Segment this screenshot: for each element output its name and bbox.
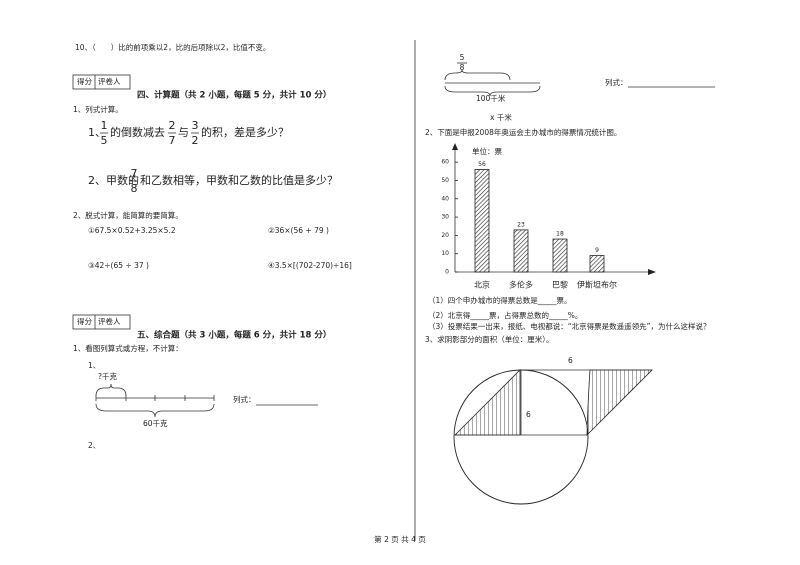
page-footer: 第 2 页 共 4 页	[374, 534, 426, 544]
denominator: 2	[192, 134, 199, 147]
shaded-region	[454, 369, 521, 436]
x-tick-label: 伊斯坦布尔	[577, 280, 617, 290]
denominator: 8	[131, 182, 138, 195]
item-number: 2、	[88, 441, 100, 450]
question-text: （3）投票结果一出来，报纸、电视都说：“北京得票是数遥遥领先”，为什么这样说？	[428, 321, 711, 331]
x-tick-label: 巴黎	[552, 280, 568, 290]
question-text: 的积，差是多少？	[201, 125, 289, 139]
question-text: （1）四个申办城市的得票总数是_____票。	[428, 295, 572, 305]
dimension-label: 6	[526, 410, 531, 419]
diagram-label: x 千米	[490, 112, 512, 122]
expression: ①67.5×0.52+3.25×5.2	[88, 226, 176, 235]
brace	[95, 383, 127, 397]
question-text: 10、（ ）比的前项乘以2，比的后项除以2，比值不变。	[75, 42, 270, 52]
diagram-label: ?千克	[98, 371, 117, 381]
item-number: 1、	[88, 361, 100, 370]
question-label: 1、列式计算。	[73, 104, 123, 114]
numerator: 7	[131, 167, 138, 180]
item-number: 1、	[88, 126, 106, 139]
question-label: 3、求阴影部分的面积（单位：厘米）。	[425, 334, 554, 344]
diagram-label: 100千米	[476, 93, 506, 103]
denominator: 7	[169, 134, 176, 147]
value-label: 9	[595, 247, 599, 254]
shaded-region	[586, 369, 653, 436]
diagram-label: 60千克	[143, 418, 168, 428]
question-text: 和乙数相等，甲数和乙数的比值是多少？	[140, 173, 338, 187]
score-box	[72, 74, 131, 90]
y-tick-label: 0	[445, 269, 449, 276]
section-title: 五、综合题（共 3 小题，每题 6 分，共计 18 分）	[137, 330, 331, 341]
numerator: 3	[192, 119, 199, 132]
expression: ④3.5×[(702-270)÷16]	[268, 261, 352, 270]
chart-unit: 单位：票	[472, 146, 502, 156]
score-label: 得分	[77, 316, 92, 326]
question-label: 1、看图列算式或方程，不计算：	[73, 343, 183, 353]
numerator: 2	[169, 119, 176, 132]
value-label: 18	[556, 231, 564, 238]
y-tick-label: 20	[441, 232, 449, 239]
section-title: 四、计算题（共 2 小题，每题 5 分，共计 10 分）	[137, 90, 331, 101]
question-text: 与	[178, 126, 189, 139]
question-text: 2、甲数的	[88, 173, 139, 187]
bar	[474, 169, 490, 273]
y-tick-label: 30	[441, 214, 449, 221]
question-text: （2）北京得_____票，占得票总数的_____%。	[428, 310, 582, 320]
expression: ②36×(56 + 79 )	[268, 226, 329, 235]
brace	[444, 69, 511, 81]
question-label: 2、下面是申报2008年奥运会主办城市的得票情况统计图。	[425, 127, 621, 137]
bar-chart: 单位：票 0 10 20 30 40 50 60 56 北京 23 多伦多 18 巴黎 9 伊斯坦布尔	[441, 143, 656, 290]
score-box	[72, 314, 131, 330]
numerator: 5	[460, 53, 465, 62]
bar	[589, 255, 605, 273]
bar	[552, 238, 568, 273]
formula-label: 列式：	[233, 394, 256, 404]
grader-label: 评卷人	[98, 76, 121, 86]
bar	[513, 229, 529, 273]
brace	[95, 403, 215, 418]
y-tick-label: 50	[441, 177, 449, 184]
value-label: 56	[478, 161, 486, 168]
numerator: 1	[101, 119, 108, 132]
grader-label: 评卷人	[98, 316, 121, 326]
x-tick-label: 多伦多	[509, 280, 533, 290]
x-tick-label: 北京	[474, 280, 490, 290]
denominator: 5	[101, 134, 108, 147]
y-tick-label: 40	[441, 195, 449, 202]
dimension-label: 6	[568, 356, 573, 365]
score-label: 得分	[77, 76, 92, 86]
y-tick-label: 10	[441, 250, 449, 257]
value-label: 23	[517, 221, 525, 228]
question-label: 2、脱式计算，能简算的要简算。	[73, 210, 183, 220]
expression: ③42÷(65 ÷ 37 )	[88, 261, 149, 270]
y-tick-label: 60	[441, 159, 449, 166]
denominator: 8	[460, 63, 465, 72]
brace	[444, 85, 541, 97]
formula-label: 列式：	[605, 77, 628, 87]
question-text: 的倒数减去	[110, 125, 165, 139]
